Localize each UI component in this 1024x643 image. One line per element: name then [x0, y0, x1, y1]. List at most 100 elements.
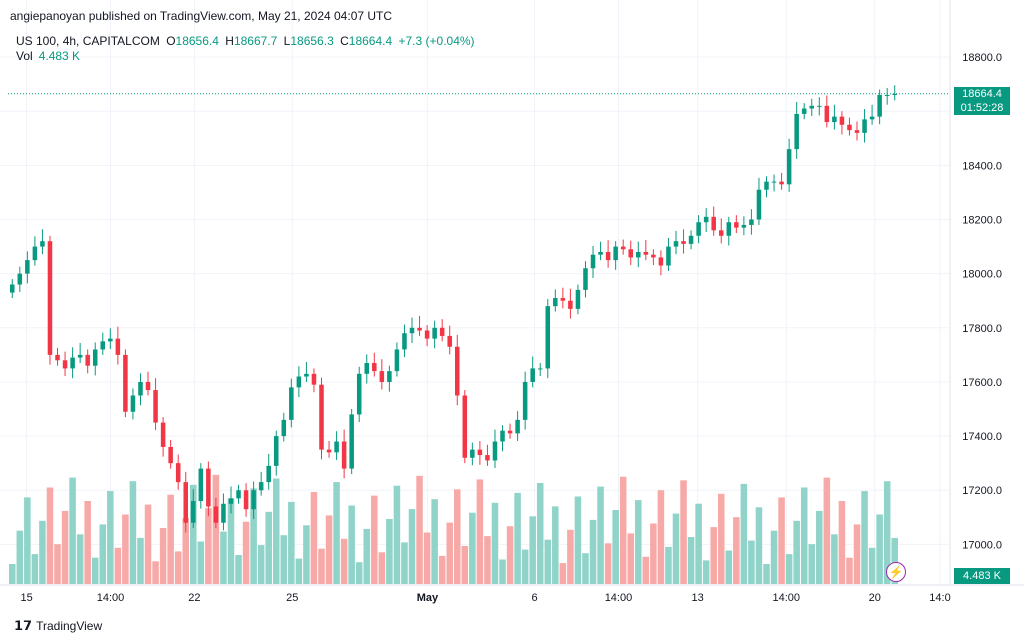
footer-brand: 𝟭𝟳 TradingView — [14, 618, 102, 634]
price-tick-label: 17400.0 — [962, 431, 1002, 443]
volume-label[interactable]: Vol — [16, 49, 33, 63]
candle-up — [266, 465, 271, 483]
candle-up — [221, 503, 226, 523]
candle-down — [854, 130, 860, 133]
volume-bar — [152, 561, 159, 584]
candle-down — [477, 449, 483, 456]
candle-up — [17, 273, 23, 285]
volume-bar — [823, 477, 831, 584]
candle-up — [251, 490, 256, 510]
close-value: 18664.4 — [348, 34, 393, 48]
candle-down — [123, 354, 128, 412]
volume-bar — [212, 474, 220, 584]
volume-bar — [190, 484, 197, 584]
candle-up — [70, 357, 75, 369]
candle-down — [718, 230, 724, 236]
lightning-icon[interactable]: ⚡ — [886, 562, 906, 582]
candle-up — [756, 189, 762, 220]
time-tick-label: 13 — [692, 592, 704, 604]
volume-bar — [733, 517, 740, 584]
candle-up — [553, 298, 558, 307]
candle-up — [794, 113, 799, 150]
volume-bar — [680, 480, 687, 584]
time-tick-label: 14:00 — [605, 592, 633, 604]
volume-bar — [280, 535, 288, 584]
volume-bar — [529, 516, 536, 584]
candle-up — [92, 349, 98, 366]
price-candles — [10, 85, 897, 533]
volume-bar — [9, 564, 16, 584]
volume-bar — [740, 483, 748, 584]
volume-bar — [521, 549, 529, 584]
volume-bar — [114, 547, 122, 584]
volume-bar — [39, 520, 46, 584]
candle-down — [319, 384, 324, 450]
candle-up — [356, 373, 362, 415]
time-tick-label: 14:00 — [97, 592, 125, 604]
time-axis[interactable]: 15 14:00 22 25 May 6 14:00 13 14:00 20 14:0 — [21, 592, 951, 604]
volume-bar — [589, 519, 597, 584]
volume-bar — [597, 486, 604, 584]
bar-countdown: 01:52:28 — [960, 101, 1004, 114]
volume-bar — [137, 537, 144, 584]
volume-bar — [778, 497, 785, 584]
candle-down — [651, 254, 656, 258]
volume-bar — [657, 490, 665, 584]
candle-up — [25, 260, 30, 274]
candle-up — [77, 354, 83, 358]
time-tick-label: 14:00 — [772, 592, 800, 604]
volume-bar — [61, 510, 69, 584]
volume-bar — [567, 529, 574, 584]
volume-bar — [612, 510, 619, 584]
volume-bar — [84, 501, 91, 584]
symbol-label[interactable]: US 100, 4h, CAPITALCOM — [16, 34, 160, 48]
price-axis[interactable]: 18800.018600.018400.018200.018000.017800… — [962, 52, 1002, 551]
candle-down — [447, 335, 452, 347]
volume-bar — [536, 483, 544, 584]
time-tick-label: 14:0 — [929, 592, 950, 604]
candle-down — [568, 300, 573, 309]
candle-down — [372, 363, 377, 372]
volume-bar — [363, 528, 371, 584]
candle-up — [432, 327, 437, 339]
volume-bar — [333, 482, 340, 584]
volume-bar — [748, 540, 755, 584]
candle-up — [304, 373, 309, 377]
volume-bar — [793, 520, 800, 584]
candle-down — [711, 216, 716, 231]
volume-bar — [401, 542, 408, 584]
volume-bar — [755, 507, 763, 584]
candle-down — [153, 390, 158, 423]
high-value: 18667.7 — [233, 34, 278, 48]
candle-up — [749, 219, 754, 225]
volume-bar — [853, 524, 861, 584]
volume-bar — [393, 485, 401, 584]
volume-bar — [24, 497, 31, 584]
volume-bar — [167, 494, 174, 584]
candle-up — [590, 254, 596, 269]
volume-bar — [46, 487, 54, 584]
volume-bar — [408, 509, 416, 584]
volume-bar — [227, 498, 235, 584]
candle-down — [206, 468, 211, 507]
volume-bar — [325, 515, 333, 584]
volume-bar — [491, 502, 499, 584]
volume-bar — [702, 560, 710, 584]
volume-bar — [461, 546, 469, 584]
candle-up — [869, 116, 875, 120]
candle-up — [703, 216, 709, 223]
candle-down — [168, 446, 173, 464]
volume-bar — [627, 533, 634, 584]
candle-up — [764, 181, 769, 190]
volume-bar — [559, 563, 567, 584]
volume-bar — [838, 501, 846, 584]
candle-down — [560, 298, 566, 301]
tradingview-logo-icon: 𝟭𝟳 — [14, 618, 33, 633]
candle-down — [462, 395, 468, 458]
volume-bar — [91, 557, 99, 584]
volume-bar — [770, 530, 778, 584]
ohlc-legend: US 100, 4h, CAPITALCOM O18656.4 H18667.7… — [16, 34, 478, 48]
volume-bar — [868, 547, 876, 584]
volume-bar — [665, 546, 672, 584]
